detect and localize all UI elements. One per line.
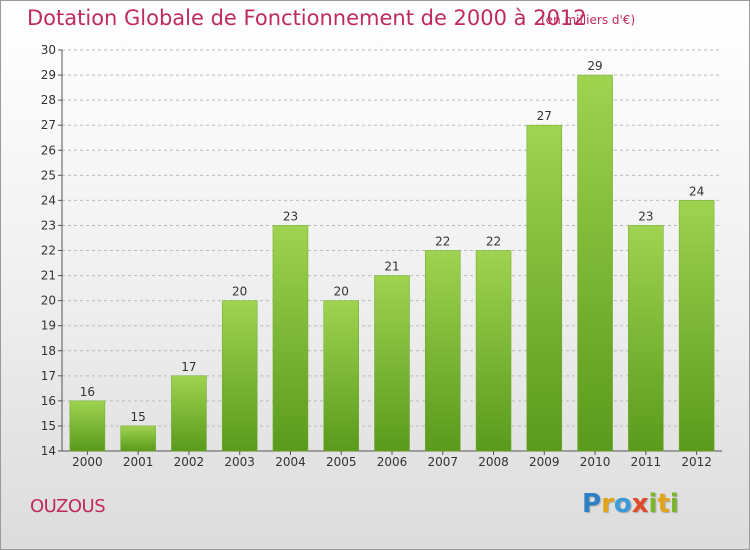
x-tick-label: 2000 [72,455,103,469]
y-tick-label: 26 [41,143,56,157]
bar-2002[interactable] [171,375,207,452]
labels: 14 15 16 17 18 19 20 21 22 23 24 25 26 27 28 29 30 16 2000… [41,43,712,469]
bars [69,74,715,452]
commune-name: OUZOUS [30,496,106,517]
bar-2007[interactable] [425,250,461,452]
bar-2010[interactable] [577,74,613,452]
value-label-2000: 16 [80,385,95,399]
y-tick-label: 21 [41,269,56,283]
bar-2012[interactable] [678,200,715,452]
y-tick-label: 18 [41,344,56,358]
value-label-2001: 15 [131,410,146,424]
chart-title: Dotation Globale de Fonctionnement de 20… [27,6,587,30]
brand-logo[interactable]: Proxiti [582,489,679,519]
value-label-2005: 20 [334,285,349,299]
value-label-2003: 20 [232,285,247,299]
y-tick-label: 25 [41,168,56,182]
y-tick-label: 29 [41,68,56,82]
value-label-2012: 24 [689,184,704,198]
y-tick-label: 28 [41,93,56,107]
y-tick-label: 19 [41,319,56,333]
y-tick-label: 30 [41,43,56,57]
bar-2011[interactable] [628,225,664,452]
y-tick-label: 20 [41,294,56,308]
value-label-2008: 22 [486,235,501,249]
x-tick-label: 2008 [478,455,509,469]
bar-2004[interactable] [272,225,309,452]
x-tick-label: 2005 [326,455,357,469]
x-tick-label: 2010 [580,455,611,469]
y-tick-label: 17 [41,369,56,383]
y-tick-label: 14 [41,444,56,458]
x-tick-label: 2001 [123,455,154,469]
bar-2009[interactable] [526,124,563,452]
bar-2003[interactable] [221,300,258,452]
value-label-2006: 21 [384,260,399,274]
y-tick-label: 15 [41,419,56,433]
x-tick-label: 2011 [631,455,662,469]
y-tick-label: 24 [41,193,56,207]
value-label-2009: 27 [537,109,552,123]
x-tick-label: 2006 [377,455,408,469]
bar-2000[interactable] [69,400,106,452]
bar-2006[interactable] [374,275,410,452]
x-tick-label: 2002 [174,455,205,469]
chart-subtitle: (en milliers d'€) [541,13,636,27]
y-tick-label: 23 [41,218,56,232]
value-label-2002: 17 [181,360,196,374]
bar-2001[interactable] [120,425,156,452]
value-label-2004: 23 [283,209,298,223]
bar-2005[interactable] [323,300,359,452]
x-tick-label: 2012 [681,455,712,469]
bar-2008[interactable] [475,250,512,452]
y-tick-label: 27 [41,118,56,132]
x-tick-label: 2009 [529,455,560,469]
x-tick-label: 2003 [224,455,255,469]
x-tick-label: 2004 [275,455,306,469]
value-label-2007: 22 [435,235,450,249]
y-tick-label: 22 [41,244,56,258]
x-tick-label: 2007 [427,455,458,469]
y-tick-label: 16 [41,394,56,408]
value-label-2010: 29 [587,59,602,73]
value-label-2011: 23 [638,209,653,223]
